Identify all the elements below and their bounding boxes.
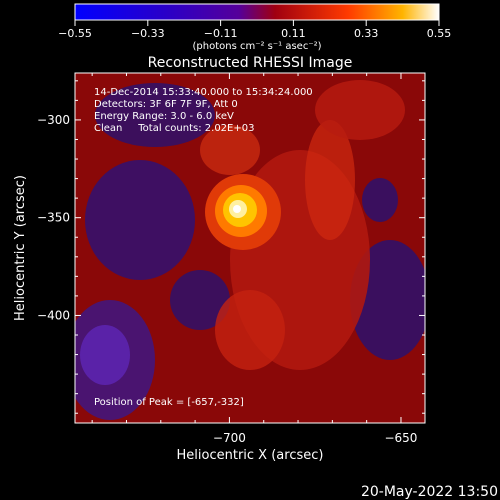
heatmap-image (75, 73, 425, 423)
chart-title: Reconstructed RHESSI Image (148, 55, 353, 71)
colorbar-tick-label: −0.55 (58, 27, 92, 40)
x-axis-ticks: −700−650−600 (91, 73, 417, 445)
colorbar-tick-label: 0.33 (354, 27, 379, 40)
info-line-counts: Clean Total counts: 2.02E+03 (94, 123, 255, 134)
colorbar-tick-label: 0.11 (281, 27, 306, 40)
x-axis-label: Heliocentric X (arcsec) (177, 448, 324, 463)
colorbar-tick-label: 0.55 (427, 27, 452, 40)
info-line-detectors: Detectors: 3F 6F 7F 9F, Att 0 (94, 99, 238, 110)
y-tick-label: −350 (37, 211, 70, 225)
y-axis-label: Heliocentric Y (arcsec) (13, 175, 28, 321)
peak-position-label: Position of Peak = [-657,-332] (94, 397, 244, 408)
colorbar-units-label: (photons cm⁻² s⁻¹ asec⁻²) (192, 41, 321, 52)
info-line-energy: Energy Range: 3.0 - 6.0 keV (94, 111, 234, 122)
colorbar (75, 4, 439, 20)
x-tick-label: −650 (384, 431, 417, 445)
colorbar-ticks: −0.55 −0.33 −0.11 0.11 0.33 0.55 (58, 20, 451, 40)
info-line-time: 14-Dec-2014 15:33:40.000 to 15:34:24.000 (94, 87, 313, 98)
y-axis-ticks: −300 −350 −400 (37, 80, 425, 414)
colorbar-frame (74, 3, 440, 21)
footer-timestamp: 20-May-2022 13:50 (361, 484, 498, 500)
plot-frame (74, 72, 426, 424)
y-tick-label: −400 (37, 308, 70, 322)
colorbar-tick-label: −0.11 (204, 27, 238, 40)
x-tick-label: −700 (213, 431, 246, 445)
colorbar-tick-label: −0.33 (131, 27, 165, 40)
y-tick-label: −300 (37, 113, 70, 127)
